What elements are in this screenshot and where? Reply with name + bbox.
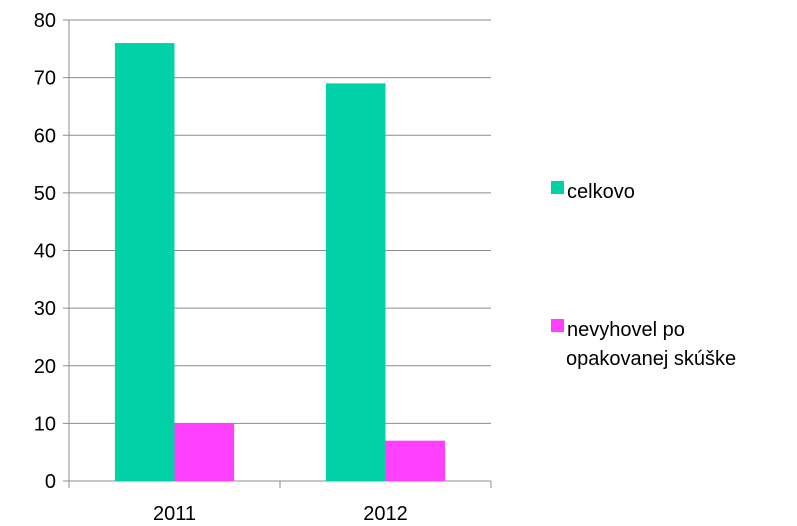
y-tick-label: 50 bbox=[34, 183, 56, 205]
y-tick-label: 40 bbox=[34, 241, 56, 263]
y-tick-label: 70 bbox=[34, 68, 56, 90]
y-tick-label: 60 bbox=[34, 125, 56, 147]
y-tick-label: 10 bbox=[34, 413, 56, 435]
legend-label: opakovanej skúške bbox=[566, 348, 736, 370]
bar-2012-series-2 bbox=[385, 440, 446, 481]
y-tick-labels: 0 10 20 30 40 50 60 70 80 bbox=[34, 10, 56, 493]
x-tick-label: 2012 bbox=[363, 503, 408, 525]
x-tick-label: 2011 bbox=[153, 503, 196, 525]
y-tick-label: 80 bbox=[34, 10, 56, 32]
legend: celkovo nevyhovel po opakovanej skúške bbox=[551, 181, 736, 370]
legend-swatch bbox=[551, 319, 564, 332]
y-tick-label: 20 bbox=[34, 356, 56, 378]
bar-2012-series-1 bbox=[325, 83, 386, 481]
legend-label: celkovo bbox=[567, 181, 635, 203]
x-tick-labels: 2011 2012 bbox=[153, 503, 408, 525]
bar-2011-series-1 bbox=[114, 43, 175, 482]
legend-swatch bbox=[551, 181, 564, 194]
legend-label: nevyhovel po bbox=[567, 319, 685, 341]
bars bbox=[114, 43, 446, 482]
bar-2011-series-2 bbox=[174, 423, 235, 481]
y-tick-label: 30 bbox=[34, 298, 56, 320]
y-tick-label: 0 bbox=[45, 471, 56, 493]
